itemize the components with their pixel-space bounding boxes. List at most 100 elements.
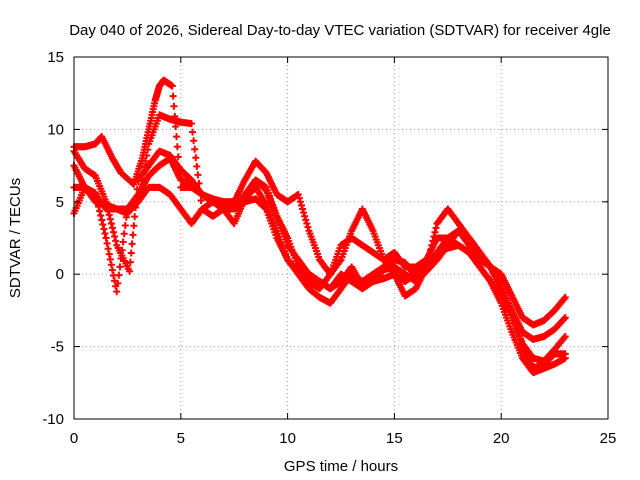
data-point bbox=[113, 288, 121, 296]
data-point bbox=[134, 198, 142, 206]
data-point bbox=[197, 196, 205, 204]
data-point bbox=[97, 212, 105, 220]
data-point bbox=[126, 267, 134, 275]
data-point bbox=[512, 321, 520, 329]
data-point bbox=[561, 332, 569, 340]
data-point bbox=[98, 216, 106, 224]
data-point bbox=[173, 143, 181, 151]
data-point bbox=[107, 220, 115, 228]
x-ticks: 0 5 10 15 20 25 bbox=[70, 57, 616, 447]
y-tick-label: 10 bbox=[47, 121, 64, 138]
data-point bbox=[130, 222, 138, 230]
chart-title: Day 040 of 2026, Sidereal Day-to-day VTE… bbox=[69, 22, 611, 39]
data-point bbox=[560, 334, 568, 342]
y-tick-label: -5 bbox=[51, 339, 64, 356]
data-point bbox=[192, 154, 200, 162]
data-point bbox=[511, 317, 519, 325]
series-D bbox=[70, 183, 569, 343]
grid-lines bbox=[74, 57, 608, 419]
data-point bbox=[194, 171, 202, 179]
series-E bbox=[70, 111, 569, 372]
data-point bbox=[112, 237, 120, 245]
data-point bbox=[144, 146, 152, 154]
data-point bbox=[514, 328, 522, 336]
data-point bbox=[189, 128, 197, 136]
data-point bbox=[135, 192, 143, 200]
data-point bbox=[301, 212, 309, 220]
data-point bbox=[190, 137, 198, 145]
data-point bbox=[139, 169, 147, 177]
data-point bbox=[432, 224, 440, 232]
data-point bbox=[261, 204, 269, 212]
data-point bbox=[515, 332, 523, 340]
plot-frame bbox=[73, 56, 609, 420]
x-tick-label: 5 bbox=[177, 430, 185, 447]
data-point bbox=[295, 194, 303, 202]
data-point bbox=[193, 162, 201, 170]
x-axis-label: GPS time / hours bbox=[284, 458, 398, 475]
data-point bbox=[119, 238, 127, 246]
data-point bbox=[170, 102, 178, 110]
data-point bbox=[302, 216, 310, 224]
data-point bbox=[128, 240, 136, 248]
data-point bbox=[131, 213, 139, 221]
data-point bbox=[138, 175, 146, 183]
data-point bbox=[129, 231, 137, 239]
data-point bbox=[296, 198, 304, 206]
data-point bbox=[126, 258, 134, 266]
data-point bbox=[104, 245, 112, 253]
data-point bbox=[101, 230, 109, 238]
data-point bbox=[195, 179, 203, 187]
y-axis-label: SDTVAR / TECUs bbox=[7, 178, 24, 298]
data-point bbox=[508, 306, 516, 314]
data-point bbox=[517, 339, 525, 347]
x-tick-label: 20 bbox=[493, 430, 510, 447]
data-point bbox=[187, 120, 195, 128]
data-point bbox=[99, 221, 107, 229]
data-point bbox=[510, 314, 518, 322]
data-point bbox=[108, 266, 116, 274]
x-tick-label: 10 bbox=[279, 430, 296, 447]
data-point bbox=[299, 205, 307, 213]
data-point bbox=[509, 310, 517, 318]
data-point bbox=[121, 222, 129, 230]
data-point bbox=[516, 335, 524, 343]
data-point bbox=[100, 225, 108, 233]
data-points bbox=[70, 76, 569, 377]
data-point bbox=[106, 255, 114, 263]
x-tick-label: 15 bbox=[386, 430, 403, 447]
data-point bbox=[173, 133, 181, 141]
data-point bbox=[176, 173, 184, 181]
data-point bbox=[560, 315, 568, 323]
data-point bbox=[107, 261, 115, 269]
y-tick-label: 0 bbox=[56, 266, 64, 283]
series-C bbox=[70, 76, 569, 329]
data-point bbox=[111, 233, 119, 241]
data-point bbox=[431, 228, 439, 236]
data-point bbox=[140, 163, 148, 171]
data-point bbox=[143, 151, 151, 159]
data-point bbox=[561, 350, 569, 358]
data-point bbox=[560, 295, 568, 303]
data-point bbox=[142, 157, 150, 165]
data-point bbox=[304, 223, 312, 231]
data-point bbox=[174, 153, 182, 161]
data-point bbox=[513, 325, 521, 332]
data-point bbox=[191, 145, 199, 153]
y-tick-label: -10 bbox=[42, 411, 64, 428]
data-point bbox=[116, 263, 124, 271]
data-point bbox=[294, 191, 302, 199]
data-point bbox=[106, 215, 114, 223]
data-point bbox=[303, 220, 311, 228]
data-point bbox=[300, 209, 308, 217]
data-point bbox=[103, 239, 111, 247]
data-point bbox=[169, 92, 177, 100]
data-point bbox=[105, 250, 113, 258]
data-point bbox=[137, 180, 145, 188]
data-point bbox=[136, 186, 144, 194]
data-point bbox=[196, 188, 204, 196]
data-point bbox=[561, 314, 569, 322]
data-point bbox=[297, 201, 305, 209]
data-point bbox=[115, 271, 123, 279]
